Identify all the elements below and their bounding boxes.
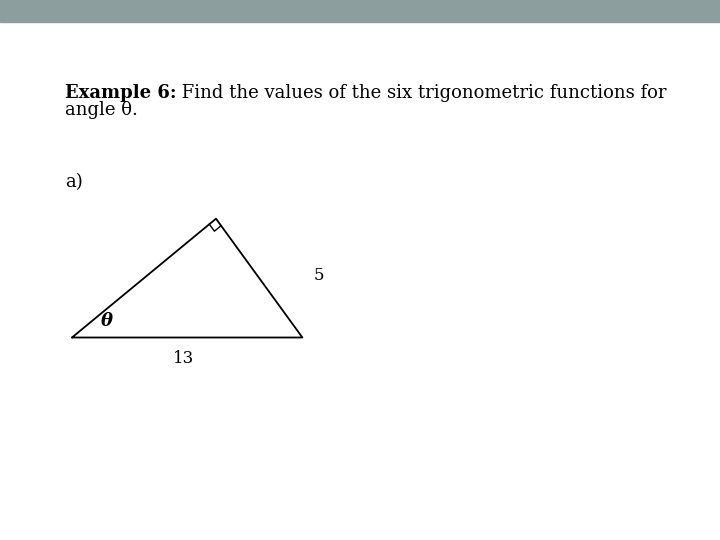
Text: a): a): [65, 173, 83, 191]
Text: Find the values of the six trigonometric functions for: Find the values of the six trigonometric…: [176, 84, 667, 102]
Text: 5: 5: [313, 267, 324, 284]
Text: Example 6:: Example 6:: [65, 84, 176, 102]
Text: 13: 13: [173, 350, 194, 367]
Bar: [0, 0, 720, 22]
Text: angle θ.: angle θ.: [65, 102, 138, 119]
Text: θ: θ: [101, 312, 112, 330]
